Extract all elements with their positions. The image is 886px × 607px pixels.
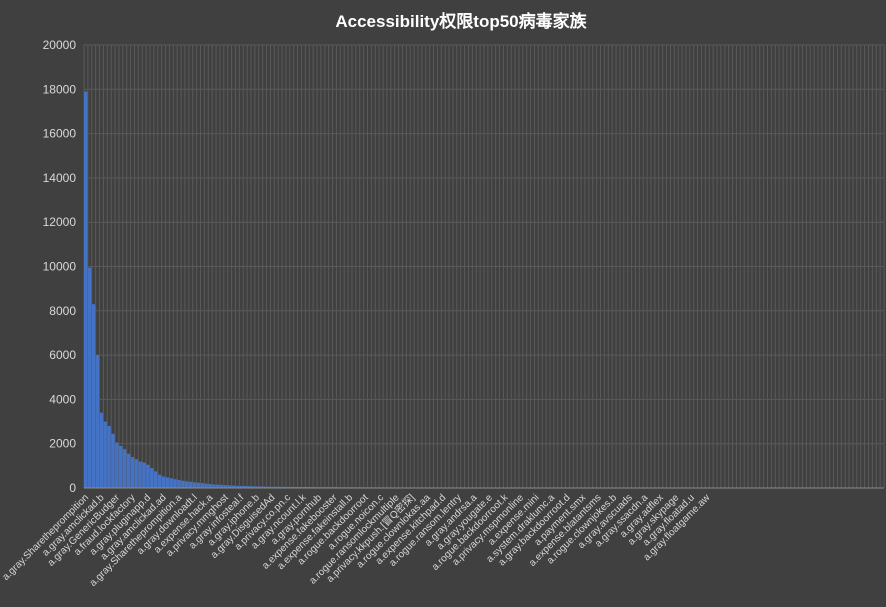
bar — [219, 484, 224, 488]
bar — [118, 445, 123, 488]
bar — [250, 486, 255, 488]
bar — [270, 486, 274, 488]
y-tick-label: 20000 — [43, 38, 77, 52]
y-tick-label: 18000 — [43, 82, 77, 96]
bar — [146, 464, 150, 488]
chart-title: Accessibility权限top50病毒家族 — [335, 11, 587, 31]
bar — [274, 486, 278, 488]
bar — [177, 480, 181, 488]
y-tick-label: 10000 — [43, 260, 77, 274]
bar — [138, 461, 142, 488]
bar — [87, 267, 92, 488]
x-axis-ticks: a.gray.Sharetheprompitiona.gray.amclicka… — [0, 491, 712, 589]
y-axis-ticks: 0 2000 4000 6000 8000 10000 12000 14000 16000 180… — [43, 38, 77, 495]
y-tick-label: 12000 — [43, 215, 77, 229]
bar — [192, 482, 197, 488]
bar — [285, 486, 290, 488]
bar — [107, 425, 111, 488]
bar — [99, 412, 104, 488]
bar — [282, 486, 286, 488]
bar — [200, 483, 204, 488]
bar — [239, 485, 243, 488]
bar — [169, 478, 173, 488]
bar — [212, 484, 216, 488]
bar — [153, 471, 158, 488]
bar — [204, 483, 208, 488]
bar — [235, 485, 239, 488]
bar — [173, 479, 177, 488]
bar — [126, 453, 131, 488]
bar — [266, 486, 271, 488]
bar — [243, 486, 247, 488]
bar — [157, 474, 162, 488]
bar — [134, 459, 138, 488]
bar — [289, 486, 294, 488]
bar — [84, 91, 88, 488]
bar — [122, 449, 127, 488]
y-tick-label: 2000 — [49, 437, 76, 451]
bar — [254, 486, 259, 488]
bar — [216, 484, 220, 488]
bar — [196, 482, 201, 488]
bar — [95, 355, 100, 488]
y-tick-label: 14000 — [43, 171, 77, 185]
bar — [262, 486, 267, 488]
bar — [227, 485, 232, 488]
bar — [130, 456, 135, 488]
bar — [258, 486, 263, 488]
y-tick-label: 6000 — [49, 348, 76, 362]
bar — [247, 486, 251, 488]
bar — [161, 476, 166, 488]
bar — [142, 462, 146, 488]
y-tick-label: 4000 — [49, 392, 76, 406]
bar — [231, 485, 236, 488]
bar — [165, 477, 170, 488]
bar — [223, 485, 228, 488]
bar — [293, 486, 298, 488]
bar — [184, 481, 189, 488]
bar — [150, 468, 154, 488]
y-tick-label: 8000 — [49, 304, 76, 318]
bar — [111, 433, 115, 488]
bar — [181, 480, 185, 488]
y-tick-label: 16000 — [43, 127, 77, 141]
bar — [208, 484, 212, 488]
bar — [91, 304, 96, 488]
bar — [188, 481, 193, 488]
horizontal-gridlines — [84, 44, 884, 489]
bar — [115, 442, 119, 488]
bar — [103, 421, 107, 488]
y-tick-label: 0 — [69, 481, 76, 495]
bar — [278, 486, 282, 488]
